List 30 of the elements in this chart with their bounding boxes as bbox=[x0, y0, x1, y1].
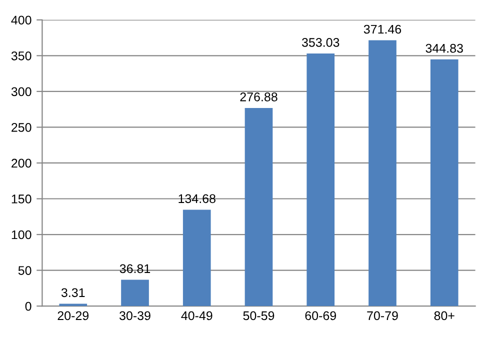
y-tick-label: 350 bbox=[11, 51, 32, 60]
bar bbox=[182, 210, 211, 306]
y-tick-label: 300 bbox=[11, 87, 32, 96]
x-tick-label: 70-79 bbox=[367, 311, 398, 320]
bar bbox=[368, 40, 396, 306]
y-tick-label: 200 bbox=[12, 158, 32, 168]
data-label: 134.68 bbox=[178, 194, 216, 204]
data-label: 276.88 bbox=[240, 92, 278, 102]
x-tick-label: 30-39 bbox=[119, 311, 150, 320]
data-label: 344.83 bbox=[426, 44, 463, 53]
x-tick-label: 40-49 bbox=[181, 311, 212, 320]
bar bbox=[121, 280, 149, 306]
x-tick-label: 60-69 bbox=[305, 311, 336, 320]
bar bbox=[59, 304, 88, 306]
y-tick-label: 0 bbox=[25, 302, 32, 311]
y-tick-label: 50 bbox=[18, 266, 32, 275]
bar bbox=[430, 59, 458, 306]
bar bbox=[244, 108, 273, 306]
y-tick-label: 100 bbox=[12, 230, 32, 240]
bar bbox=[306, 54, 335, 306]
x-tick-label: 50-59 bbox=[243, 311, 274, 320]
y-tick-label: 150 bbox=[12, 194, 32, 204]
y-tick-label: 250 bbox=[12, 123, 32, 132]
data-label: 353.03 bbox=[302, 38, 340, 47]
data-label: 3.31 bbox=[61, 288, 85, 298]
x-tick-label: 80+ bbox=[434, 311, 454, 320]
x-tick-label: 20-29 bbox=[58, 311, 89, 320]
data-label: 371.46 bbox=[364, 24, 402, 34]
y-tick-label: 400 bbox=[11, 16, 32, 25]
data-label: 36.81 bbox=[120, 264, 150, 274]
